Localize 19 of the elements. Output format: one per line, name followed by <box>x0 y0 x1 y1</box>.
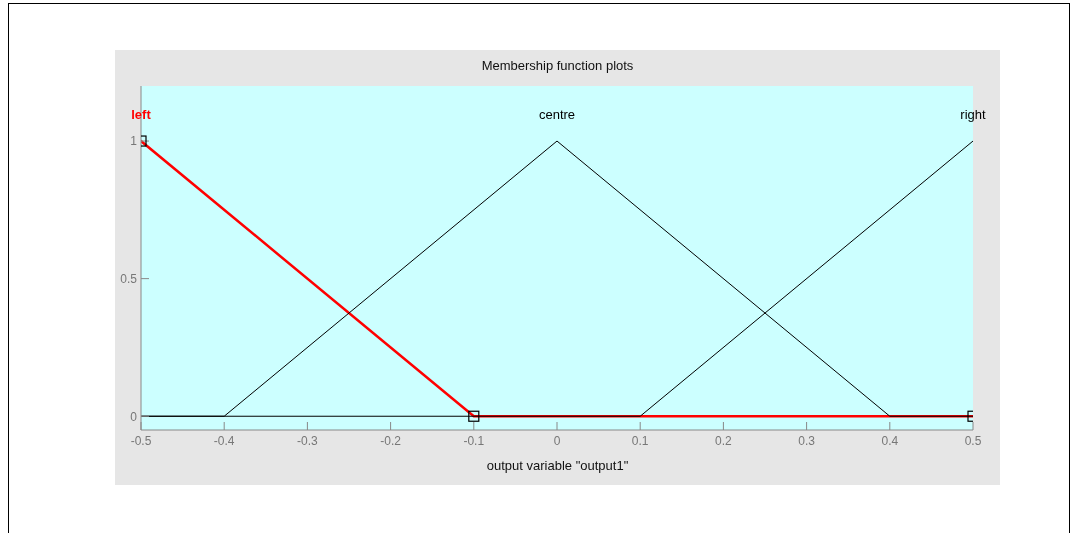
series-label: right <box>960 107 987 123</box>
x-tick-label: 0.1 <box>631 433 649 448</box>
x-tick-label: -0.2 <box>380 433 402 448</box>
x-tick-label: 0.3 <box>798 433 816 448</box>
y-tick-label: 0 <box>130 409 138 424</box>
chart-title: Membership function plots <box>480 58 635 73</box>
x-tick-label: -0.5 <box>130 433 152 448</box>
x-axis-title: output variable "output1" <box>485 458 630 473</box>
series-label: left <box>131 107 152 123</box>
y-tick-label: 0.5 <box>120 271 138 286</box>
x-tick-label: -0.3 <box>297 433 319 448</box>
x-tick-label: 0 <box>553 433 561 448</box>
x-tick-label: 0.5 <box>964 433 982 448</box>
x-tick-label: -0.4 <box>213 433 235 448</box>
x-tick-label: -0.1 <box>463 433 485 448</box>
x-tick-label: 0.2 <box>715 433 733 448</box>
x-tick-label: 0.4 <box>881 433 899 448</box>
text: centre <box>538 107 576 123</box>
y-tick-label: 1 <box>130 134 138 149</box>
